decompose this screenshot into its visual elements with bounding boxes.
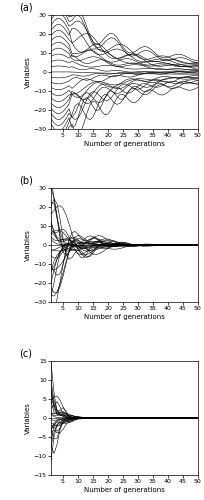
Text: (b): (b) xyxy=(19,176,33,186)
Y-axis label: Variables: Variables xyxy=(25,229,31,261)
X-axis label: Number of generations: Number of generations xyxy=(84,141,165,147)
X-axis label: Number of generations: Number of generations xyxy=(84,314,165,320)
Y-axis label: Variables: Variables xyxy=(25,402,31,434)
Text: (c): (c) xyxy=(19,349,32,359)
Y-axis label: Variables: Variables xyxy=(25,56,31,88)
Text: (a): (a) xyxy=(19,2,32,12)
X-axis label: Number of generations: Number of generations xyxy=(84,487,165,493)
